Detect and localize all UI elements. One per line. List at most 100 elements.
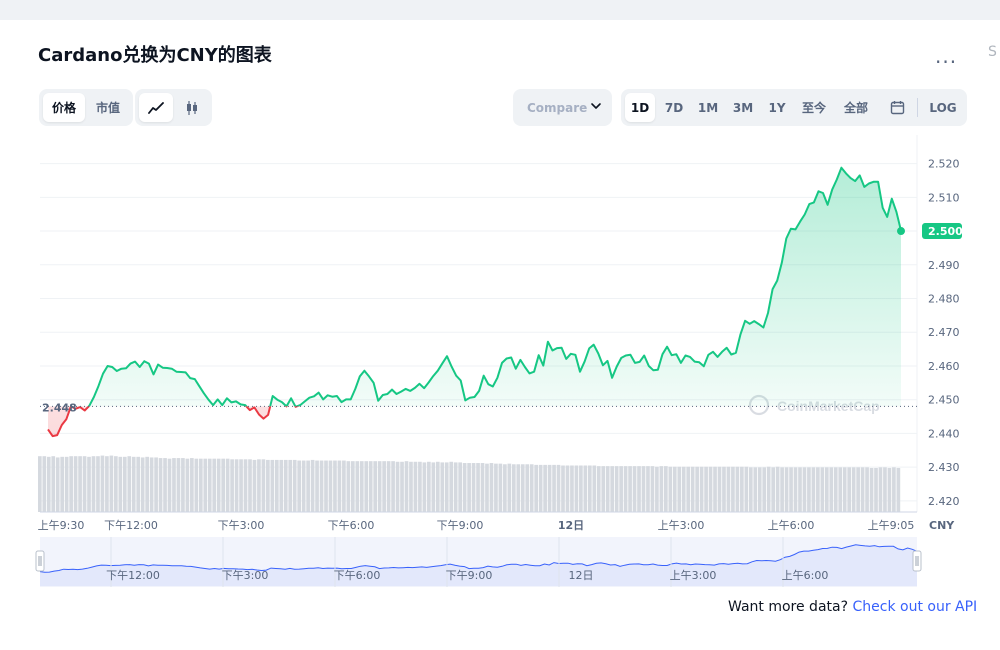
log-scale-toggle[interactable]: LOG — [929, 100, 957, 115]
line-chart-button[interactable] — [139, 93, 173, 122]
volume-bar — [158, 458, 163, 512]
price-area-up — [48, 167, 901, 407]
volume-bar — [355, 461, 360, 512]
volume-bar — [623, 466, 628, 512]
volume-bar — [181, 458, 185, 512]
volume-bar — [78, 456, 82, 512]
navigator-right-handle[interactable] — [912, 550, 922, 572]
volume-bar — [283, 459, 288, 512]
volume-bar — [757, 467, 762, 512]
volume-bar — [234, 459, 239, 512]
volume-bar — [328, 460, 333, 512]
y-tick-label: 2.450 — [928, 394, 960, 407]
volume-bar — [668, 466, 673, 512]
volume-bar — [337, 460, 342, 512]
volume-bar — [811, 467, 816, 512]
volume-bar — [400, 461, 404, 512]
range-1y[interactable]: 1Y — [768, 100, 786, 115]
volume-bar — [453, 462, 458, 512]
range-1m[interactable]: 1M — [697, 100, 719, 115]
volume-bar — [198, 458, 203, 512]
chevron-down-icon — [591, 103, 601, 109]
volume-bar — [833, 467, 838, 512]
x-tick-label: 下午6:00 — [328, 519, 375, 532]
current-price-dot — [897, 227, 905, 236]
range-navigator[interactable]: 下午12:00 下午3:00 下午6:00 下午9:00 12日 上午3:00 上午6:00 — [35, 537, 922, 587]
range-1d[interactable]: 1D — [625, 93, 655, 122]
tab-market-cap[interactable]: 市值 — [95, 101, 120, 115]
tab-price[interactable]: 价格 — [43, 93, 85, 122]
range-3m[interactable]: 3M — [732, 100, 754, 115]
volume-bar — [422, 462, 427, 512]
volume-bar — [583, 465, 588, 512]
volume-bar — [136, 456, 141, 512]
navigator-label: 上午6:00 — [782, 569, 829, 582]
volume-bar — [91, 456, 96, 512]
volume-bar — [131, 456, 136, 512]
candlestick-chart-button[interactable] — [175, 93, 209, 122]
volume-bar — [185, 458, 190, 512]
more-options-button[interactable]: ... — [935, 44, 958, 68]
volume-bar — [413, 461, 418, 512]
x-tick-label: 上午3:00 — [658, 519, 705, 532]
navigator-left-handle[interactable] — [35, 550, 45, 572]
volume-bar — [368, 461, 373, 512]
volume-bar — [252, 459, 257, 512]
line-chart-icon — [148, 101, 164, 114]
volume-bar — [122, 456, 127, 512]
candlestick-icon — [187, 100, 197, 115]
volume-bar — [248, 459, 252, 512]
volume-bar — [404, 461, 409, 512]
volume-bar — [851, 467, 856, 512]
y-tick-label: 2.430 — [928, 461, 960, 474]
volume-bar — [610, 466, 615, 512]
volume-bar — [435, 461, 440, 512]
navigator-label: 上午3:00 — [670, 569, 717, 582]
volume-bar — [793, 467, 798, 512]
volume-bar — [686, 466, 691, 512]
volume-bar — [883, 467, 887, 512]
volume-bar — [860, 467, 865, 512]
volume-bar — [637, 466, 641, 512]
volume-bar — [762, 467, 767, 512]
volume-bar — [266, 459, 270, 512]
volume-bar — [838, 467, 843, 512]
volume-bar — [816, 467, 820, 512]
volume-bar — [279, 459, 284, 512]
volume-bar — [520, 464, 525, 512]
volume-bar — [346, 461, 351, 512]
volume-bar — [270, 459, 275, 512]
volume-bar — [614, 466, 619, 512]
volume-bar — [342, 460, 346, 512]
api-promo: Want more data? Check out our API — [728, 599, 977, 615]
volume-bar — [167, 458, 172, 512]
volume-bar — [748, 467, 753, 512]
volume-bar — [744, 466, 749, 512]
compare-dropdown[interactable]: Compare w — [513, 89, 612, 126]
volume-bar — [118, 456, 123, 512]
x-tick-label: 上午9:05 — [868, 519, 915, 532]
volume-bar — [351, 461, 355, 512]
volume-bar — [503, 464, 507, 512]
volume-bar — [216, 458, 221, 512]
volume-bar — [377, 461, 382, 512]
volume-bar — [154, 457, 158, 512]
volume-bar — [485, 463, 489, 512]
volume-bar — [735, 466, 740, 512]
toolbar-divider — [917, 98, 918, 117]
volume-bar — [225, 458, 230, 512]
volume-bar — [552, 464, 556, 512]
x-tick-label: 下午12:00 — [104, 519, 158, 532]
volume-bar — [391, 461, 395, 512]
volume-bar — [100, 455, 105, 512]
range-all[interactable]: 全部 — [843, 101, 868, 115]
date-range-button[interactable] — [883, 93, 911, 122]
range-7d[interactable]: 7D — [664, 100, 684, 115]
range-ytd[interactable]: 至今 — [801, 101, 826, 115]
volume-bar — [842, 467, 847, 512]
volume-bar — [274, 459, 279, 512]
api-link[interactable]: Check out our API — [852, 599, 978, 615]
volume-bar — [771, 467, 775, 512]
volume-bar — [257, 459, 261, 512]
x-axis: 上午9:30 下午12:00 下午3:00 下午6:00 下午9:00 12日 上午3:00… — [38, 519, 915, 532]
